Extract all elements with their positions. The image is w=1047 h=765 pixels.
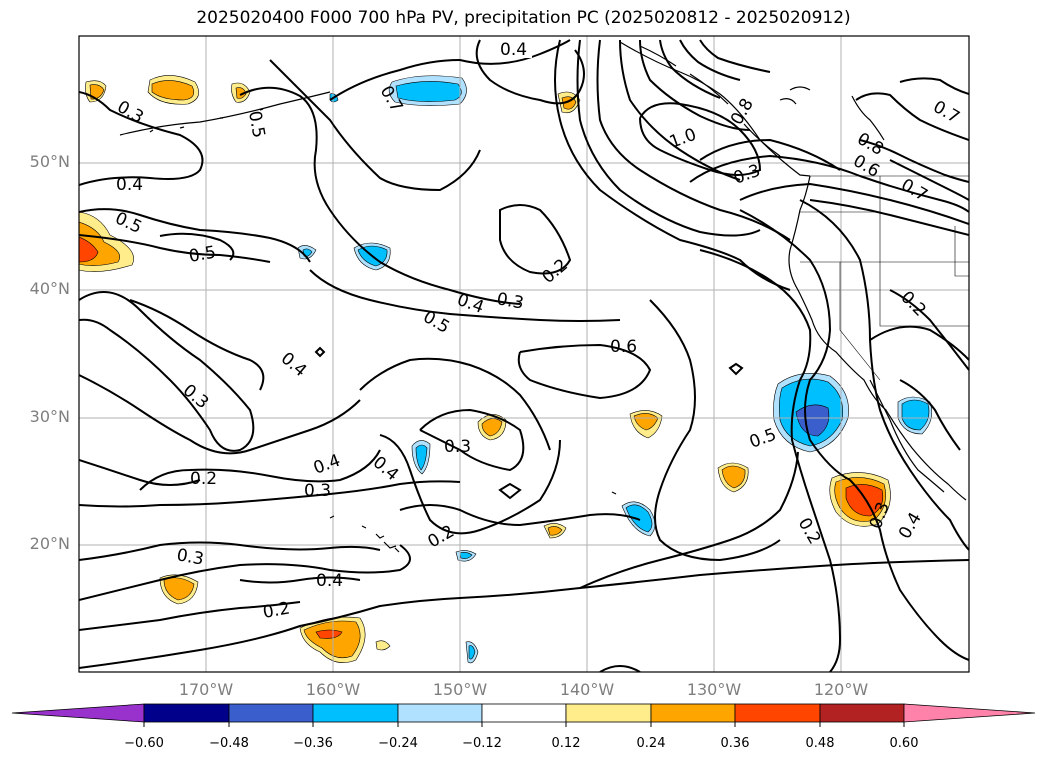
lon-label-130w: 130°W [686,680,742,699]
lon-label-170w: 170°W [178,680,234,699]
colorbar-bin [565,703,652,723]
colorbar-bin [397,703,483,723]
colorbar-tick-label: −0.36 [293,736,333,751]
contour-label: 0.5 [244,109,268,139]
lat-label-40n: 40°N [29,279,70,298]
contour-label: 0.3 [175,545,205,569]
lon-label-140w: 140°W [559,680,615,699]
colorbar-bin [903,703,1036,723]
lon-label-160w: 160°W [305,680,361,699]
lat-label-20n: 20°N [29,534,70,553]
colorbar-tick-label: 0.12 [551,736,581,751]
lon-label-150w: 150°W [432,680,488,699]
contour-label: 0.2 [261,599,291,623]
colorbar-tick-label: 0.60 [889,736,919,751]
gridlines [79,36,969,672]
lon-label-120w: 120°W [813,680,869,699]
colorbar-bin [228,703,314,723]
colorbar-bin [650,703,736,723]
pv-contours [79,39,969,672]
colorbar-tick-label: 0.24 [636,736,666,751]
plot-frame [78,35,970,673]
colorbar [11,703,1036,727]
contour-label: 0.2 [190,469,217,489]
map-title: 2025020400 F000 700 hPa PV, precipitatio… [196,8,851,28]
contour-label: 0.3 [304,481,331,501]
contour-label: 0.4 [316,571,343,591]
colorbar-tick-label: −0.24 [378,736,418,751]
plot-area [79,36,969,672]
state-borders [800,175,969,381]
coastlines [119,41,967,553]
colorbar-tick-label: 0.36 [720,736,750,751]
colorbar-tick-label: −0.60 [124,736,164,751]
colorbar-bin [481,703,567,723]
contour-label: 0.3 [495,289,525,313]
contour-label: 0.6 [610,337,637,357]
colorbar-bin [312,703,399,723]
lat-label-50n: 50°N [29,152,70,171]
precip-shading [79,75,933,664]
colorbar-bin [734,703,821,723]
contour-label: 0.5 [187,243,217,267]
colorbar-tick-label: −0.12 [462,736,502,751]
colorbar-bin [819,703,905,723]
colorbar-bin [143,703,230,723]
colorbar-bin [11,703,145,723]
contour-label: 0.3 [444,437,471,457]
colorbar-tick-label: −0.48 [209,736,249,751]
contour-label: 0.4 [500,40,527,60]
contour-label: 0.4 [116,175,143,195]
lat-label-30n: 30°N [29,407,70,426]
colorbar-tick-label: 0.48 [805,736,835,751]
